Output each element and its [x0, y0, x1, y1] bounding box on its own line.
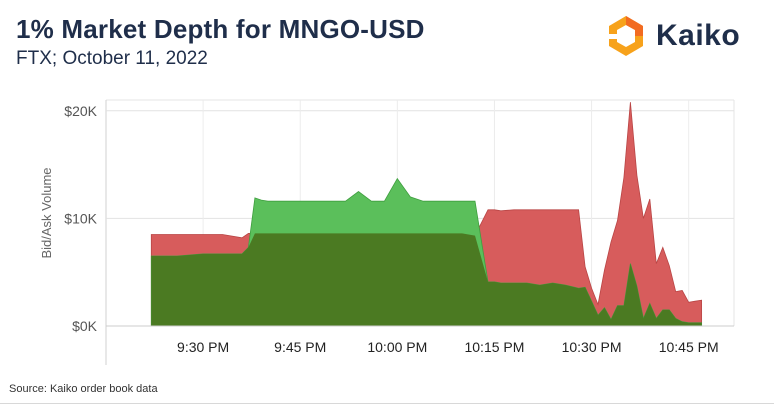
logo-hex-cut: [617, 25, 635, 47]
x-tick-label: 10:30 PM: [562, 339, 622, 355]
x-tick-label: 9:45 PM: [274, 339, 326, 355]
x-tick-label: 10:45 PM: [659, 339, 719, 355]
logo-text: Kaiko: [656, 19, 741, 52]
y-tick-label: $20K: [64, 103, 97, 119]
x-tick-label: 9:30 PM: [177, 339, 229, 355]
chart-subtitle: FTX; October 11, 2022: [16, 48, 208, 69]
y-tick-label: $10K: [64, 210, 97, 226]
footer-divider: [0, 403, 774, 404]
x-tick-label: 10:00 PM: [367, 339, 427, 355]
logo-hex-accent: [626, 16, 643, 36]
chart-title: 1% Market Depth for MNGO-USD: [16, 14, 425, 44]
overlap-volume-area: [151, 233, 702, 326]
logo-gap: [604, 34, 617, 39]
y-axis-title: Bid/Ask Volume: [39, 167, 54, 258]
kaiko-logo: Kaiko: [604, 14, 740, 58]
y-tick-label: $0K: [72, 318, 98, 334]
source-note: Source: Kaiko order book data: [9, 383, 158, 395]
kaiko-logo-icon: [604, 16, 643, 56]
x-tick-label: 10:15 PM: [464, 339, 524, 355]
